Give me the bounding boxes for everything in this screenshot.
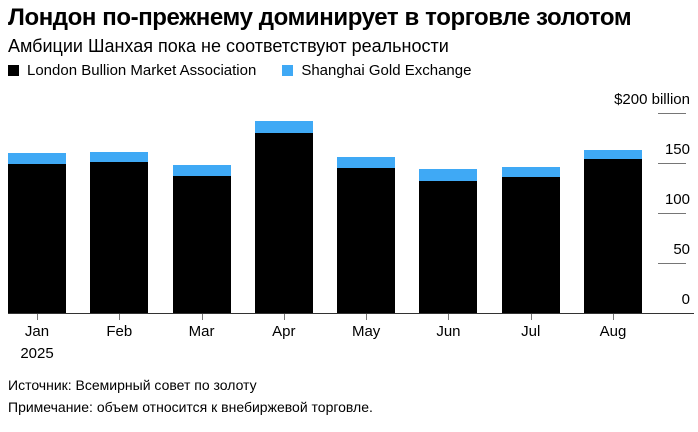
- bar-segment-mar-sge: [172, 165, 231, 176]
- bar-aug: [583, 150, 642, 313]
- y-axis-tick: [658, 113, 686, 114]
- bar-segment-jan-lbma: [8, 164, 66, 313]
- x-axis-label: Jan: [24, 323, 50, 340]
- bar-segment-jul-lbma: [501, 177, 560, 313]
- y-axis-label: 150: [664, 141, 690, 158]
- x-axis-tick: [37, 314, 38, 320]
- legend-label-lbma: London Bullion Market Association: [27, 62, 257, 79]
- bar-segment-apr-lbma: [254, 133, 313, 313]
- x-axis-line: [8, 313, 694, 314]
- footer: Источник: Всемирный совет по золоту Прим…: [8, 374, 373, 418]
- y-axis-tick: [658, 213, 686, 214]
- bar-segment-mar-lbma: [172, 176, 231, 313]
- y-axis-label: 100: [664, 191, 690, 208]
- bar-segment-apr-sge: [254, 121, 313, 133]
- bar-segment-jun-sge: [419, 169, 478, 181]
- bar-jun: [419, 169, 478, 313]
- x-axis-tick: [613, 314, 614, 320]
- y-axis-tick: [658, 263, 686, 264]
- x-axis-tick: [530, 314, 532, 320]
- bar-jul: [501, 167, 560, 313]
- legend-label-sge: Shanghai Gold Exchange: [301, 62, 472, 79]
- bar-jan: [8, 153, 66, 313]
- bar-segment-feb-lbma: [90, 162, 149, 313]
- source-note: Источник: Всемирный совет по золоту: [8, 377, 257, 393]
- bar-may: [337, 157, 396, 313]
- chart-area: $200 billion 150 100 50 0 Jan 2025 Feb Mar Apr Ma…: [0, 88, 698, 368]
- y-axis-label: $200 billion: [614, 91, 690, 108]
- bar-apr: [254, 121, 313, 313]
- legend-swatch-sge-icon: [282, 65, 294, 76]
- bar-segment-may-lbma: [337, 168, 396, 313]
- bar-segment-jun-lbma: [419, 181, 478, 313]
- x-axis-label: Feb: [106, 323, 133, 340]
- y-axis-label: 50: [673, 241, 690, 258]
- methodology-note: Примечание: объем относится к внебиржево…: [8, 399, 373, 415]
- x-axis-label: Apr: [272, 323, 296, 340]
- x-axis-label: Mar: [188, 323, 215, 340]
- y-axis-label: 0: [681, 291, 690, 308]
- x-axis-tick: [201, 314, 203, 320]
- legend-item-sge: Shanghai Gold Exchange: [282, 62, 471, 79]
- legend: London Bullion Market Association Shangh…: [8, 62, 471, 79]
- legend-item-lbma: London Bullion Market Association: [8, 62, 256, 79]
- x-axis-tick: [119, 314, 121, 320]
- x-axis-label: Jul: [521, 323, 541, 340]
- x-axis-tick: [366, 314, 368, 320]
- x-axis-label: May: [351, 323, 381, 340]
- legend-swatch-lbma-icon: [8, 65, 19, 76]
- x-axis-year-label: 2025: [20, 345, 54, 362]
- x-axis-tick: [448, 314, 450, 320]
- plot-area: [8, 113, 642, 313]
- chart-title: Лондон по-прежнему доминирует в торговле…: [8, 4, 632, 31]
- y-axis-tick: [658, 163, 686, 164]
- bar-mar: [172, 165, 231, 313]
- bar-segment-aug-lbma: [583, 159, 642, 313]
- x-axis-label: Aug: [599, 323, 627, 340]
- bar-segment-aug-sge: [583, 150, 642, 159]
- chart-subtitle: Амбиции Шанхая пока не соответствуют реа…: [8, 36, 449, 56]
- bar-segment-may-sge: [337, 157, 396, 168]
- bar-segment-feb-sge: [90, 152, 149, 162]
- x-axis-tick: [283, 314, 285, 320]
- bar-segment-jan-sge: [8, 153, 66, 164]
- x-axis-label: Jun: [436, 323, 461, 340]
- bar-feb: [90, 152, 149, 313]
- bar-segment-jul-sge: [501, 167, 560, 177]
